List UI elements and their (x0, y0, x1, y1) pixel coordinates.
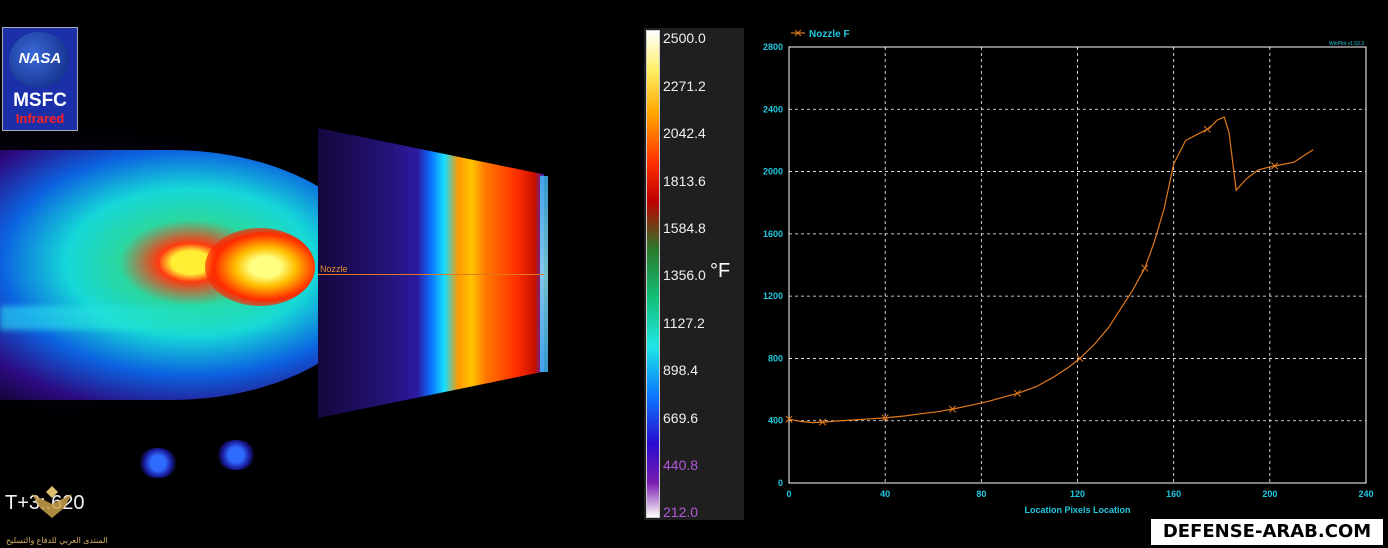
exhaust-plume (0, 150, 380, 400)
scale-tick: 2042.4 (663, 125, 706, 141)
site-badge: DEFENSE-ARAB.COM (1150, 518, 1384, 546)
series-marker (1076, 354, 1084, 362)
y-tick-label: 0 (778, 478, 783, 488)
series-marker (785, 415, 793, 423)
nasa-msfc-logo: NASA MSFC Infrared (2, 27, 78, 131)
series-marker (1013, 389, 1021, 397)
plume-hotspot (205, 228, 315, 306)
series-line (788, 116, 1314, 424)
scan-line[interactable] (318, 274, 544, 275)
series-marker (819, 418, 827, 426)
y-tick-label: 400 (768, 416, 783, 426)
eagle-watermark-icon (32, 486, 72, 518)
chart-svg: 0 400 800 1200 1600 2000 2400 2800 0 40 80 120 160 20… (763, 29, 1374, 515)
thermal-image: Nozzle NASA MSFC Infrared T+3:.620 المنت… (0, 0, 640, 548)
scale-tick: 2500.0 (663, 30, 706, 46)
scale-tick: 1127.2 (663, 315, 705, 331)
x-tick-label: 200 (1262, 489, 1277, 499)
temperature-profile-chart: 0 400 800 1200 1600 2000 2400 2800 0 40 80 120 160 20… (744, 28, 1388, 520)
scale-tick: 1356.0 (663, 267, 706, 283)
y-tick-label: 800 (768, 353, 783, 363)
color-ramp (646, 30, 660, 518)
scan-line-label: Nozzle (320, 264, 348, 274)
legend-label: Nozzle F (809, 29, 850, 40)
scale-tick: 212.0 (663, 504, 699, 520)
series-marker (1141, 264, 1149, 272)
logo-org: NASA (18, 50, 62, 67)
logo-center: MSFC (13, 90, 67, 111)
nozzle-edge (540, 176, 548, 372)
scale-tick: 440.8 (663, 457, 699, 473)
scale-tick: 1584.8 (663, 220, 706, 236)
series-marker (1271, 162, 1279, 170)
x-tick-label: 80 (976, 489, 986, 499)
cold-blob (216, 440, 256, 470)
series-marker (881, 414, 889, 422)
watermark-text: المنتدى العربي للدفاع والتسليح (6, 536, 108, 545)
y-tick-label: 1600 (763, 229, 783, 239)
x-tick-label: 120 (1070, 489, 1085, 499)
scale-unit: °F (710, 260, 731, 282)
scale-tick: 898.4 (663, 362, 699, 378)
x-tick-label: 40 (880, 489, 890, 499)
temperature-scale: 2500.0 2271.2 2042.4 1813.6 1584.8 1356.… (644, 28, 744, 520)
series-marker (1203, 125, 1211, 133)
legend-marker (794, 29, 802, 37)
cold-blob (138, 448, 178, 478)
plume-stripe (0, 306, 300, 330)
scale-tick: 2271.2 (663, 78, 706, 94)
x-tick-label: 160 (1166, 489, 1181, 499)
y-tick-label: 2800 (763, 42, 783, 52)
x-tick-label: 0 (786, 489, 791, 499)
logo-mode: Infrared (15, 111, 65, 126)
x-axis-label: Location Pixels Location (1024, 505, 1130, 515)
y-tick-label: 1200 (763, 291, 783, 301)
corner-note: WinPlot v1.53.3 (1329, 41, 1364, 47)
series-marker (948, 405, 957, 413)
nasa-meatball-icon (9, 32, 69, 88)
scale-tick: 1813.6 (663, 173, 706, 189)
y-tick-label: 2000 (763, 167, 783, 177)
x-tick-label: 240 (1358, 489, 1373, 499)
engine-nozzle (318, 128, 544, 418)
scale-tick: 669.6 (663, 410, 699, 426)
y-tick-label: 2400 (763, 104, 783, 114)
